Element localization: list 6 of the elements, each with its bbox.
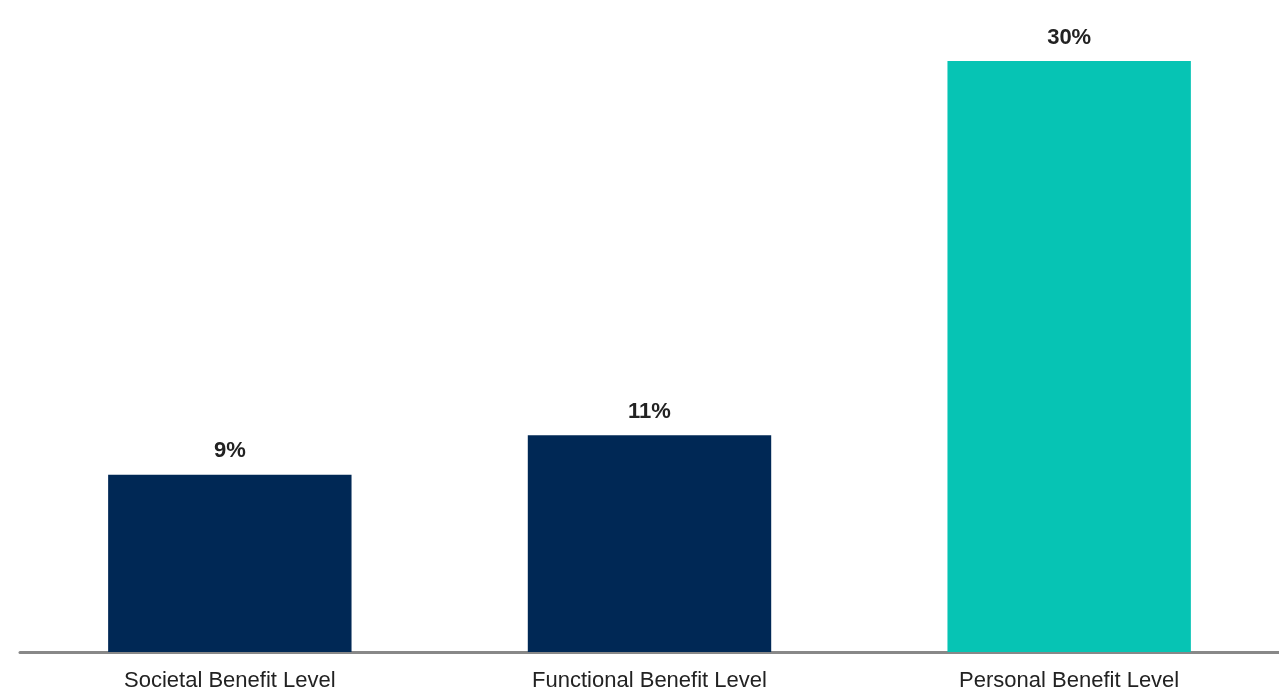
x-tick-label: Personal Benefit Level [959, 666, 1180, 692]
data-label: 11% [628, 397, 671, 423]
x-tick-label: Functional Benefit Level [532, 666, 767, 692]
x-tick-label: Societal Benefit Level [124, 666, 336, 692]
data-label: 30% [1047, 23, 1092, 49]
data-label: 9% [213, 437, 246, 463]
